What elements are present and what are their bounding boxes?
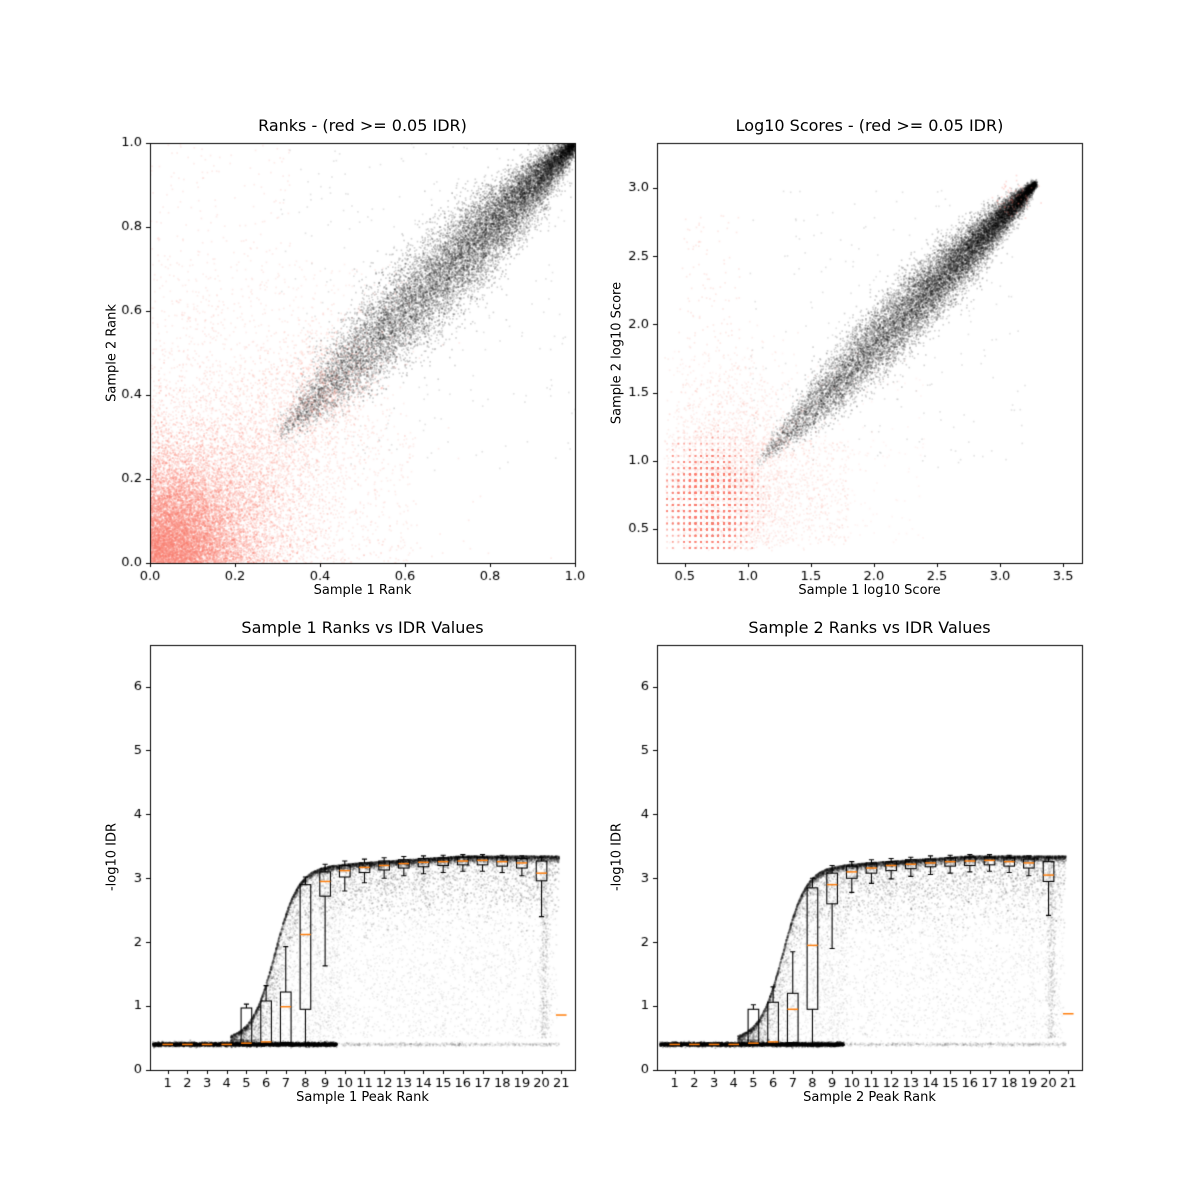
ylabel-sample2-rank: Sample 2 Rank bbox=[104, 304, 120, 402]
xlabel-sample1-rank: Sample 1 Rank bbox=[313, 583, 412, 598]
xlabel-sample2-peak-rank: Sample 2 Peak Rank bbox=[803, 1090, 936, 1105]
xlabel-sample1-log10-score: Sample 1 log10 Score bbox=[798, 583, 941, 598]
plot-title-sample2-idr: Sample 2 Ranks vs IDR Values bbox=[748, 618, 991, 637]
ylabel-sample2-log10-score: Sample 2 log10 Score bbox=[609, 281, 625, 425]
ylabel-neglog10-idr-right: -log10 IDR bbox=[609, 822, 625, 892]
plot-title-log10-scores: Log10 Scores - (red >= 0.05 IDR) bbox=[735, 116, 1004, 135]
plot-title-ranks: Ranks - (red >= 0.05 IDR) bbox=[258, 116, 467, 135]
xlabel-sample1-peak-rank: Sample 1 Peak Rank bbox=[296, 1090, 429, 1105]
ylabel-neglog10-idr-left: -log10 IDR bbox=[104, 822, 120, 892]
plot-title-sample1-idr: Sample 1 Ranks vs IDR Values bbox=[241, 618, 484, 637]
